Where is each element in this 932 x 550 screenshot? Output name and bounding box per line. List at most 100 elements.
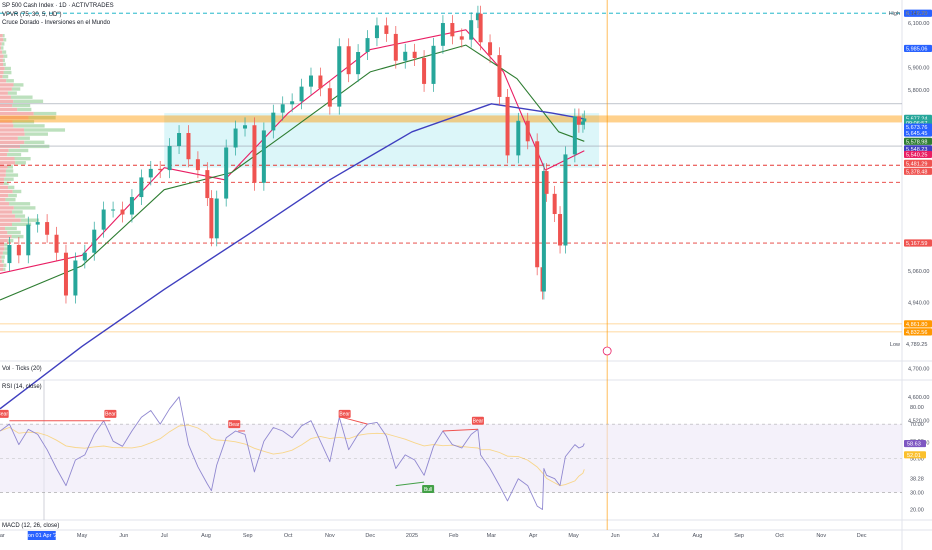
volume-profile-bar-down — [0, 38, 4, 42]
indicator-label-cruce[interactable]: Cruce Dorado - Inversiones en el Mundo — [2, 20, 111, 26]
candle-body — [558, 214, 563, 246]
price-tag-label: 5,985.06 — [906, 46, 927, 52]
candle-body — [552, 193, 557, 215]
candle-body — [195, 159, 200, 171]
time-cursor-tag — [27, 531, 56, 540]
volume-profile-bar-up — [14, 157, 31, 161]
candle-body — [469, 20, 474, 40]
volume-profile-bar-up — [3, 181, 9, 185]
volume-panel-label[interactable]: Vol · Ticks (20) — [2, 366, 42, 372]
volume-profile-bar-down — [0, 234, 12, 239]
volume-profile-bar-down — [0, 263, 4, 267]
volume-profile-bar-down — [0, 239, 8, 243]
candle-body — [327, 88, 332, 107]
price-tag — [904, 129, 932, 137]
volume-profile-bar-up — [5, 173, 19, 177]
time-axis-tick: Jul — [652, 533, 659, 539]
candle-body — [224, 147, 229, 199]
volume-profile-bar-down — [0, 95, 11, 99]
volume-profile-bar-down — [0, 169, 6, 173]
candle-body — [497, 55, 502, 97]
volume-profile-bar-down — [0, 206, 14, 210]
price-tag-label: 6,146.29 — [906, 11, 927, 17]
volume-profile-bar-up — [7, 165, 14, 169]
volume-profile-bar-down — [0, 116, 29, 120]
orange-price-band — [0, 115, 902, 123]
volume-profile-bar-down — [0, 226, 6, 231]
price-tag-label: 5,578.98 — [906, 139, 927, 145]
rsi-panel-label[interactable]: RSI (14, close) — [2, 384, 42, 390]
candle-body — [158, 168, 163, 171]
rsi-line — [0, 396, 585, 510]
price-tag — [904, 137, 932, 145]
rsi-moving-average — [0, 424, 585, 487]
candle-body — [541, 171, 546, 292]
volume-profile-bar-up — [8, 193, 17, 198]
volume-profile-bar-down — [0, 140, 25, 144]
rsi-signal-label: Bear — [0, 412, 8, 418]
rsi-signal-label: Bear — [339, 412, 350, 418]
time-axis-tick: Jul — [161, 533, 168, 539]
time-axis-tick: Apr — [529, 533, 538, 539]
volume-profile-bar-up — [2, 34, 5, 38]
candle-body — [209, 198, 214, 239]
candle-body — [214, 198, 219, 239]
rsi-signal-badge — [422, 484, 435, 493]
volume-profile-bar-down — [0, 185, 9, 190]
volume-profile-bar-up — [9, 202, 31, 206]
time-axis-tick: 2025 — [406, 533, 418, 539]
volume-profile-bar-down — [0, 157, 15, 161]
price-axis-tick: 4,520.00 — [908, 418, 929, 424]
extreme-marker-label: High — [889, 11, 900, 17]
rsi-signal-badge — [228, 420, 241, 429]
time-axis-tick: Mar — [487, 533, 497, 539]
candle-body — [431, 45, 436, 84]
time-axis-tick: Sep — [734, 533, 744, 539]
price-axis-tick: 4,700.00 — [908, 367, 929, 373]
candles — [7, 5, 587, 304]
volume-profile-bar-down — [0, 198, 6, 202]
volume-profile-bar-down — [0, 103, 13, 108]
extreme-marker-label: Low — [890, 342, 900, 348]
volume-profile-bar-down — [0, 255, 2, 259]
candle-body — [177, 133, 182, 147]
rsi-axis-tick: 30.00 — [910, 490, 924, 496]
volume-profile-bar-down — [0, 181, 4, 185]
volume-profile-bar-up — [2, 75, 9, 79]
rsi-signal-badge — [471, 416, 484, 425]
candle-body — [233, 128, 238, 148]
rsi-divergence-line — [341, 416, 368, 425]
macd-panel-label[interactable]: MACD (12, 26, close) — [2, 523, 60, 529]
candle-body — [167, 146, 172, 171]
volume-profile-bar-down — [0, 144, 21, 149]
volume-profile-bar-up — [24, 132, 48, 136]
candle-body — [478, 13, 483, 43]
price-tag-label: 5,645.45 — [906, 131, 927, 137]
volume-profile-bar-down — [0, 152, 8, 157]
time-axis-tick: May — [568, 533, 579, 539]
volume-profile-bar-up — [12, 120, 35, 124]
time-axis-tick: Jun — [119, 533, 128, 539]
candle-body — [384, 25, 389, 34]
candle-body — [365, 38, 370, 53]
volume-profile-bar-down — [0, 66, 5, 71]
volume-profile-bar-up — [7, 230, 21, 235]
price-axis-tick: 5,060.00 — [908, 269, 929, 275]
volume-profile-bar-up — [4, 177, 14, 181]
indicator-label-vpvr[interactable]: VPVR (75, 30, 5, UD") — [2, 12, 62, 18]
volume-profile-bar-up — [13, 99, 44, 103]
volume-profile-bar-up — [28, 116, 56, 120]
volume-profile-bar-down — [0, 136, 18, 140]
volume-profile-bar-up — [7, 91, 17, 95]
moving-average-line-3 — [0, 103, 585, 410]
volume-profile-bar-up — [4, 243, 8, 247]
candle-body — [92, 229, 97, 253]
volume-profile-bar-up — [10, 95, 33, 99]
volume-profile-bar-down — [0, 267, 4, 272]
time-axis-tick: Mar — [0, 533, 5, 539]
volume-profile-bar-up — [1, 46, 4, 50]
candle-body — [544, 171, 549, 194]
price-axis-tick: 4,940.00 — [908, 301, 929, 307]
price-tag — [904, 239, 932, 247]
